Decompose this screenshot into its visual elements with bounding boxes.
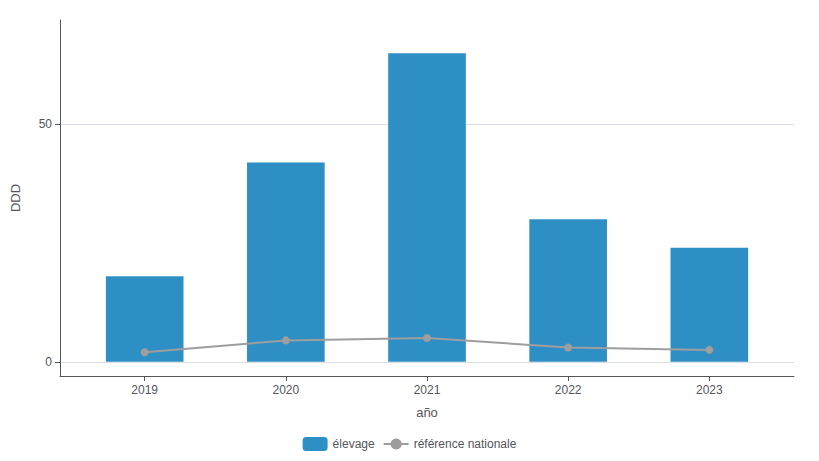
svg-text:2022: 2022 — [555, 383, 582, 397]
svg-text:2020: 2020 — [272, 383, 299, 397]
svg-text:año: año — [416, 405, 438, 420]
svg-text:50: 50 — [39, 117, 53, 131]
svg-text:élevage: élevage — [333, 437, 375, 451]
svg-text:0: 0 — [45, 355, 52, 369]
svg-text:référence nationale: référence nationale — [414, 437, 517, 451]
svg-text:DDD: DDD — [8, 184, 23, 212]
svg-text:2021: 2021 — [414, 383, 441, 397]
svg-text:2019: 2019 — [131, 383, 158, 397]
svg-text:2023: 2023 — [696, 383, 723, 397]
